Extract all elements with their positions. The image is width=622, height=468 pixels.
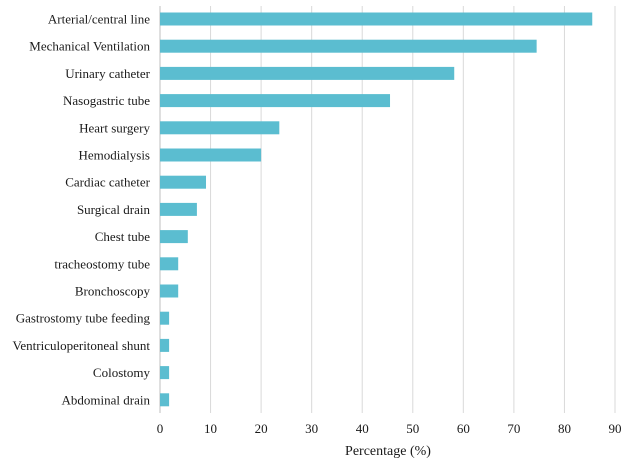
bar (160, 311, 170, 325)
category-label: Bronchoscopy (75, 284, 151, 299)
bar (160, 12, 593, 26)
category-label: Ventriculoperitoneal shunt (12, 338, 150, 353)
category-labels: Arterial/central line Mechanical Ventilat… (12, 12, 150, 408)
category-label: Colostomy (93, 365, 151, 380)
x-tick-label: 60 (457, 421, 470, 436)
category-label: tracheostomy tube (54, 256, 150, 271)
category-label: Nasogastric tube (63, 93, 150, 108)
x-tick-label: 90 (609, 421, 622, 436)
category-label: Mechanical Ventilation (29, 39, 150, 54)
category-label: Heart surgery (79, 120, 150, 135)
bar (160, 175, 207, 189)
x-tick-label: 70 (507, 421, 520, 436)
bar (160, 148, 262, 162)
x-tick-label: 0 (157, 421, 164, 436)
bar (160, 284, 179, 298)
bars (160, 12, 593, 407)
bar (160, 393, 170, 407)
category-label: Cardiac catheter (65, 175, 150, 190)
bar (160, 366, 170, 380)
category-label: Surgical drain (77, 202, 151, 217)
bar (160, 202, 197, 216)
x-tick-label: 10 (204, 421, 217, 436)
category-label: Urinary catheter (65, 66, 150, 81)
bar (160, 121, 280, 135)
category-label: Hemodialysis (79, 148, 151, 163)
x-tick-label: 20 (255, 421, 268, 436)
x-tick-label: 50 (406, 421, 419, 436)
x-tick-label: 30 (305, 421, 318, 436)
bar (160, 257, 179, 271)
bar (160, 338, 170, 352)
bar (160, 66, 455, 80)
x-tick-label: 80 (558, 421, 571, 436)
category-label: Arterial/central line (48, 12, 150, 27)
bar (160, 94, 391, 108)
category-label: Abdominal drain (62, 392, 151, 407)
bar (160, 230, 188, 244)
x-axis-title: Percentage (%) (345, 444, 431, 459)
category-label: Chest tube (95, 229, 150, 244)
x-tick-labels: 0 10 20 30 40 50 60 70 80 90 (157, 421, 622, 436)
category-label: Gastrostomy tube feeding (16, 311, 151, 326)
x-tick-label: 40 (356, 421, 369, 436)
bar (160, 39, 537, 53)
